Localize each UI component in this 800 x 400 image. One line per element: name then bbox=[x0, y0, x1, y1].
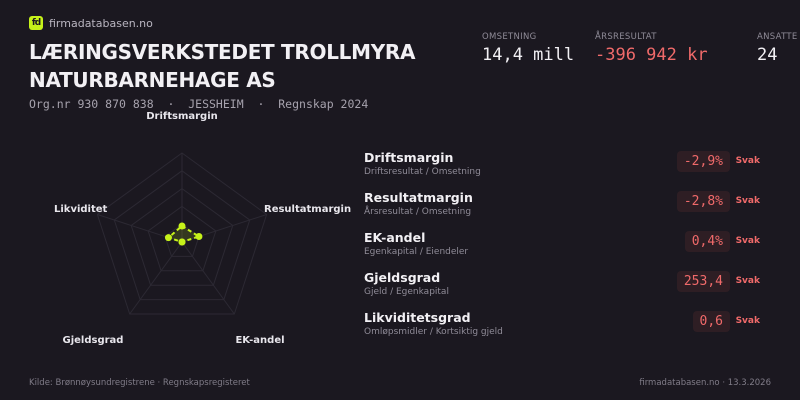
radar-spoke bbox=[181, 241, 235, 315]
radar-chart: Driftsmargin Resultatmargin EK-andel Gjelds… bbox=[54, 111, 351, 346]
metric-formula: Driftsresultat / Omsetning bbox=[364, 167, 481, 177]
metric-value: -2,9% bbox=[676, 151, 730, 172]
metric-name: EK-andel bbox=[364, 230, 426, 245]
metrics-list: Driftsmargin Driftsresultat / Omsetning … bbox=[364, 150, 774, 350]
company-subtitle: Org.nr 930 870 838 · JESSHEIM · Regnskap… bbox=[29, 97, 369, 111]
kpi-value: 14,4 mill bbox=[482, 45, 575, 65]
radar-data-point bbox=[164, 234, 172, 242]
metric-status: Svak bbox=[735, 156, 760, 166]
radar-grid-ring bbox=[113, 170, 251, 301]
metric-name: Resultatmargin bbox=[364, 190, 473, 205]
metric-status: Svak bbox=[735, 316, 760, 326]
metric-status: Svak bbox=[735, 276, 760, 286]
company-name: LÆRINGSVERKSTEDET TROLLMYRA NATURBARNEHA… bbox=[29, 40, 416, 92]
metric-formula: Gjeld / Egenkapital bbox=[364, 287, 449, 297]
footer-source: Kilde: Brønnøysundregistrene · Regnskaps… bbox=[29, 378, 250, 388]
brand-name: firmadatabasen.no bbox=[49, 16, 153, 30]
radar-data-point bbox=[178, 238, 186, 246]
radar-grid-ring bbox=[147, 205, 217, 272]
radar-data-point bbox=[178, 222, 186, 230]
radar-axis-label: Resultatmargin bbox=[264, 204, 351, 215]
kpi-revenue: OMSETNING 14,4 mill bbox=[482, 32, 595, 65]
metric-formula: Egenkapital / Eiendeler bbox=[364, 247, 469, 257]
kpi-label: OMSETNING bbox=[482, 32, 537, 42]
metric-name: Likviditetsgrad bbox=[364, 310, 471, 325]
metric-name: Gjeldsgrad bbox=[364, 270, 441, 285]
radar-spoke bbox=[129, 241, 183, 315]
radar-grid-ring bbox=[130, 187, 234, 286]
kpi-value: -396 942 kr bbox=[595, 45, 708, 65]
radar-axis-label: Likviditet bbox=[54, 204, 108, 215]
metric-value: -2,8% bbox=[676, 191, 730, 212]
metric-row: Driftsmargin Driftsresultat / Omsetning … bbox=[364, 150, 774, 190]
radar-axis-label: EK-andel bbox=[235, 335, 284, 346]
radar-axis-label: Driftsmargin bbox=[146, 111, 218, 122]
metric-row: Likviditetsgrad Omløpsmidler / Kortsikti… bbox=[364, 310, 774, 350]
kpi-label: ÅRSRESULTAT bbox=[595, 32, 657, 42]
metric-name: Driftsmargin bbox=[364, 150, 454, 165]
radar-data-point bbox=[195, 232, 203, 240]
kpi-employees: ANSATTE 24 bbox=[757, 32, 798, 65]
radar-grid-ring bbox=[96, 152, 268, 315]
kpi-value: 24 bbox=[757, 45, 778, 65]
metric-formula: Omløpsmidler / Kortsiktig gjeld bbox=[364, 327, 503, 337]
metric-row: Gjeldsgrad Gjeld / Egenkapital 253,4 Sva… bbox=[364, 270, 774, 310]
metric-value: 253,4 bbox=[676, 271, 730, 292]
metric-value: 0,6 bbox=[692, 311, 730, 332]
kpi-result: ÅRSRESULTAT -396 942 kr bbox=[595, 32, 757, 65]
metric-value: 0,4% bbox=[684, 231, 730, 252]
metric-formula: Årsresultat / Omsetning bbox=[364, 207, 472, 217]
logo-icon: fd bbox=[29, 16, 43, 30]
metric-row: Resultatmargin Årsresultat / Omsetning -… bbox=[364, 190, 774, 230]
footer-site-date: firmadatabasen.no · 13.3.2026 bbox=[639, 378, 771, 388]
kpi-label: ANSATTE bbox=[757, 32, 798, 42]
metric-row: EK-andel Egenkapital / Eiendeler 0,4% Sv… bbox=[364, 230, 774, 270]
kpi-bar: OMSETNING 14,4 mill ÅRSRESULTAT -396 942 k… bbox=[482, 32, 798, 65]
radar-axis-label: Gjeldsgrad bbox=[63, 335, 124, 346]
metric-status: Svak bbox=[735, 236, 760, 246]
metric-status: Svak bbox=[735, 196, 760, 206]
brand: fd firmadatabasen.no bbox=[29, 16, 153, 30]
